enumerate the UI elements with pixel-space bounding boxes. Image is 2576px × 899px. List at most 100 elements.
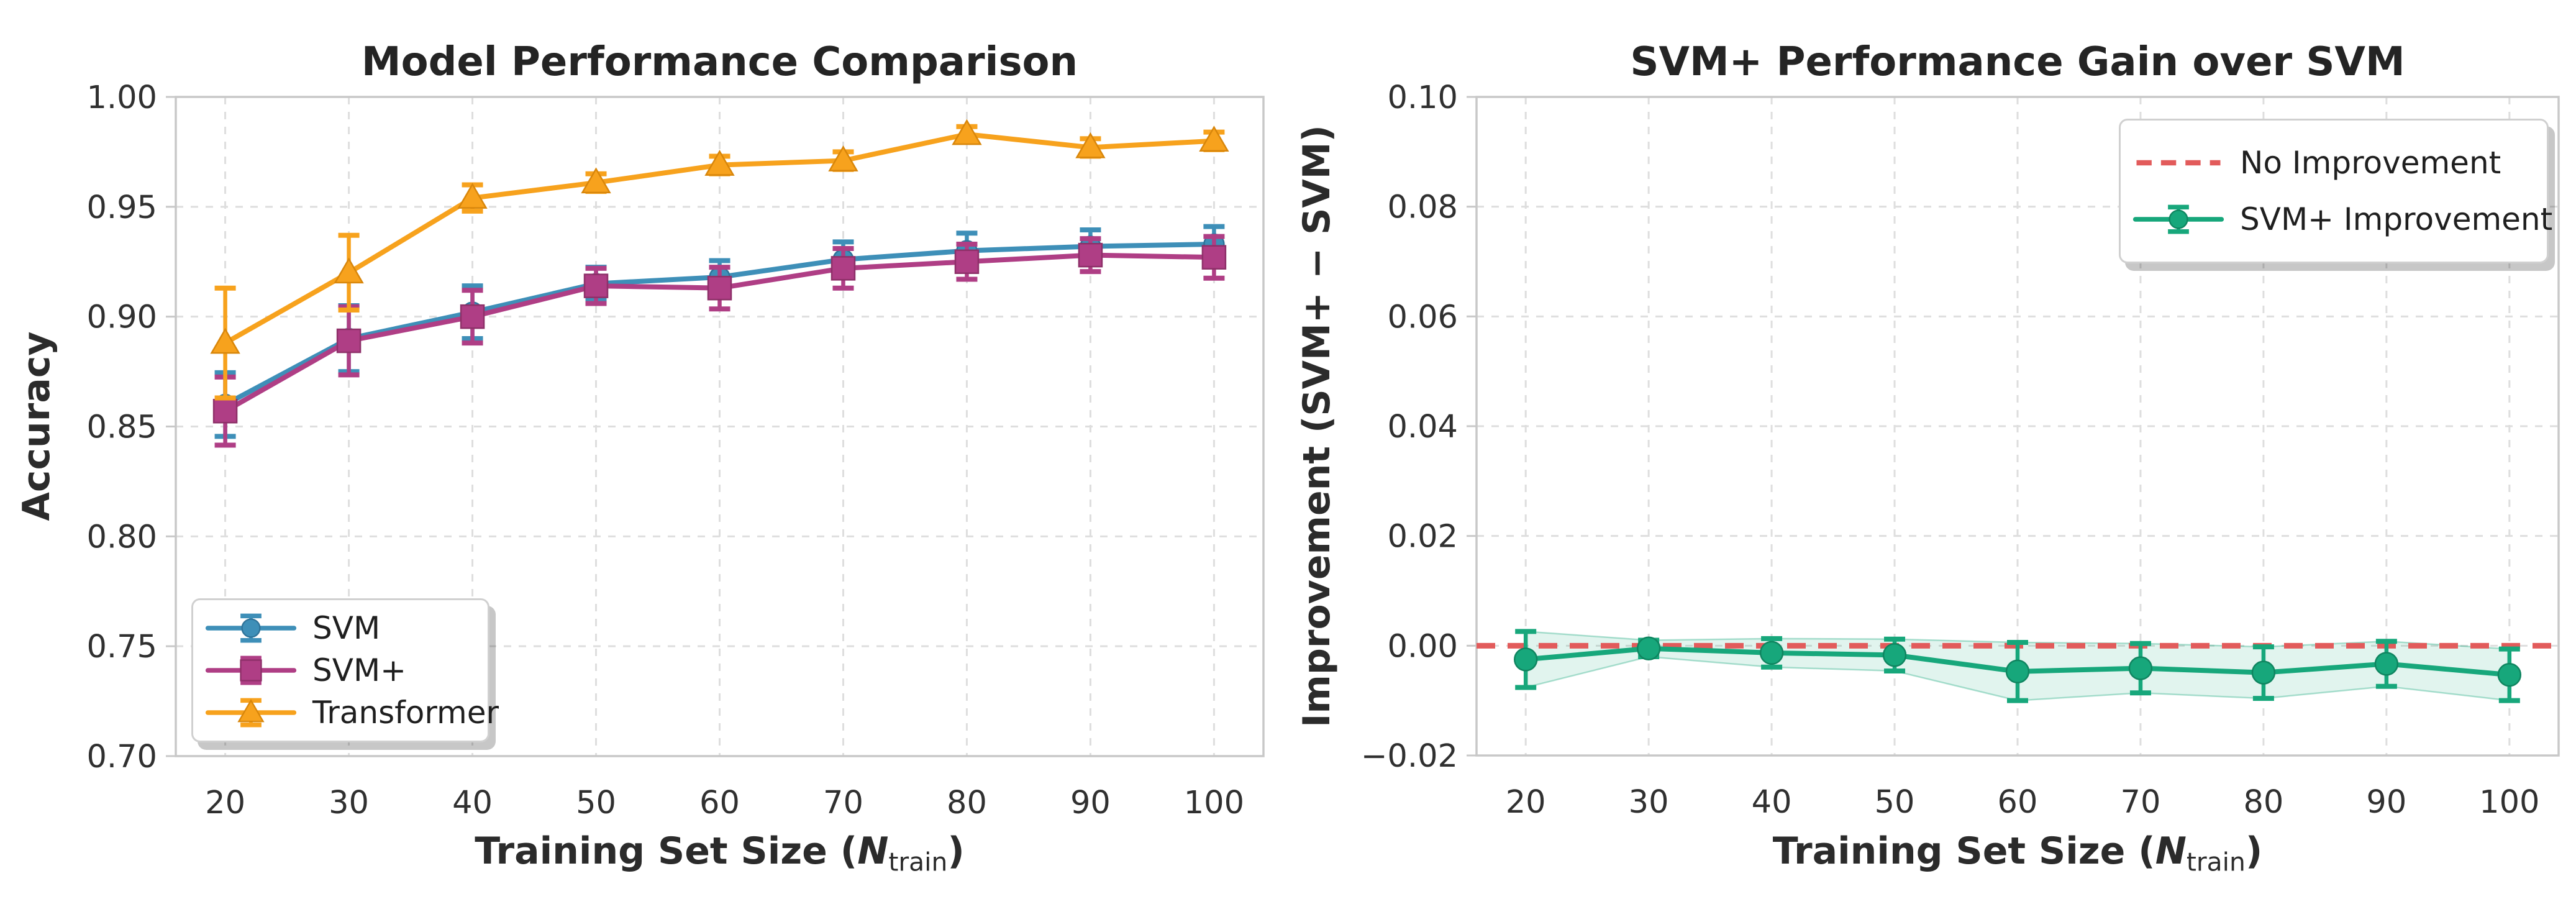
x-tick-label: 100 — [1184, 785, 1244, 821]
data-point-marker — [2497, 662, 2522, 687]
data-point-marker — [1759, 641, 1784, 665]
legend-label-svm: SVM — [312, 610, 381, 646]
right-chart-panel: −0.02 0.00 0.02 0.04 0.06 0.08 0.10 20 30 40 50 60 7… — [1288, 0, 2576, 899]
data-point-marker — [2128, 656, 2153, 680]
y-tick-label: 0.08 — [1387, 189, 1458, 226]
data-point-marker — [1199, 125, 1229, 152]
right-y-axis-label: Improvement (SVM+ − SVM) — [1295, 125, 1339, 728]
x-tick-label: 20 — [205, 785, 245, 821]
data-point-marker — [828, 145, 858, 171]
x-tick-label: 50 — [576, 785, 616, 821]
data-point-marker — [952, 119, 982, 145]
y-tick-label: 0.85 — [86, 409, 157, 446]
x-label-suffix: ) — [947, 829, 965, 873]
x-tick-label: 40 — [1752, 784, 1792, 821]
data-point-marker — [1078, 242, 1103, 268]
x-tick-label: 30 — [1629, 784, 1669, 821]
x-label-subscript: train — [888, 847, 948, 877]
legend-item-svm-plus-improvement: SVM+ Improvement — [2132, 200, 2552, 239]
data-point-marker — [210, 327, 240, 354]
data-point-marker — [336, 328, 362, 354]
y-tick-label: 0.90 — [86, 299, 157, 336]
x-tick-label: 20 — [1506, 784, 1546, 821]
legend-item-transformer: Transformer — [204, 693, 499, 732]
right-chart-title: SVM+ Performance Gain over SVM — [1630, 39, 2405, 85]
legend-label-svm-plus-improvement: SVM+ Improvement — [2240, 201, 2553, 237]
data-point-marker — [2374, 652, 2399, 676]
left-legend: SVM SVM+ Transformer — [191, 598, 499, 742]
x-label-suffix: ) — [2245, 829, 2263, 873]
x-tick-label: 70 — [823, 785, 863, 821]
data-point-marker — [212, 398, 238, 424]
right-x-axis-label: Training Set Size (Ntrain) — [1477, 829, 2559, 877]
y-tick-label: 0.04 — [1387, 409, 1458, 445]
legend-item-svm: SVM — [204, 609, 476, 647]
left-y-axis-label: Accuracy — [15, 331, 58, 521]
legend-label-no-improvement: No Improvement — [2240, 145, 2501, 181]
y-tick-label: 0.00 — [1387, 628, 1458, 665]
data-point-marker — [704, 150, 735, 176]
plot-frame — [1475, 96, 2560, 757]
left-plot-area: 0.70 0.75 0.80 0.85 0.90 0.95 1.00 20 30 40 50 60 70… — [86, 80, 1265, 821]
left-chart-panel: 0.70 0.75 0.80 0.85 0.90 0.95 1.00 20 30 40 50 60 70… — [15, 39, 1265, 877]
x-label-text: Training Set Size ( — [1772, 829, 2155, 873]
x-tick-label: 90 — [2366, 784, 2406, 821]
legend-label-svm-plus: SVM+ — [312, 652, 406, 688]
svm-legend-marker-icon — [205, 613, 297, 643]
data-point-marker — [237, 699, 265, 723]
data-point-marker — [954, 249, 980, 274]
data-point-marker — [334, 257, 364, 284]
x-tick-label: 80 — [947, 785, 987, 821]
legend-item-svm-plus: SVM+ — [204, 651, 476, 690]
y-tick-label: 0.06 — [1387, 299, 1458, 335]
data-point-marker — [707, 275, 732, 301]
svm-plus-legend-marker-icon — [205, 655, 297, 685]
x-tick-label: 80 — [2243, 784, 2283, 821]
x-label-text: Training Set Size ( — [475, 829, 858, 873]
data-point-marker — [1513, 647, 1538, 672]
x-label-variable: N — [2155, 829, 2187, 873]
data-point-marker — [583, 273, 609, 298]
y-tick-label: 0.02 — [1387, 519, 1458, 555]
data-point-marker — [241, 618, 261, 638]
x-tick-label: 100 — [2479, 784, 2539, 821]
y-tick-label: 1.00 — [86, 80, 157, 116]
left-chart-title: Model Performance Comparison — [361, 39, 1078, 85]
y-tick-label: 0.70 — [86, 739, 157, 775]
svm-plus-improvement-legend-marker-icon — [2132, 204, 2224, 234]
plot-frame — [175, 96, 1265, 757]
data-point-marker — [1201, 245, 1227, 270]
y-tick-label: 0.80 — [86, 519, 157, 555]
x-tick-label: 50 — [1875, 784, 1915, 821]
x-tick-label: 70 — [2121, 784, 2161, 821]
left-x-axis-label: Training Set Size (Ntrain) — [176, 829, 1263, 877]
data-point-marker — [581, 167, 611, 194]
transformer-legend-marker-icon — [205, 698, 297, 728]
x-tick-label: 60 — [1998, 784, 2038, 821]
data-point-marker — [2005, 659, 2030, 684]
data-point-marker — [1636, 636, 1661, 660]
right-legend: No Improvement SVM+ Improvement — [2119, 119, 2552, 263]
data-point-marker — [2251, 660, 2276, 685]
data-point-marker — [240, 659, 262, 682]
y-tick-label: −0.02 — [1361, 738, 1458, 775]
legend-item-no-improvement: No Improvement — [2132, 144, 2536, 182]
y-tick-label: 0.75 — [86, 629, 157, 665]
y-tick-label: 0.10 — [1387, 80, 1458, 116]
legend-label-transformer: Transformer — [312, 695, 499, 731]
data-point-marker — [2169, 209, 2188, 229]
data-point-marker — [1882, 643, 1907, 667]
x-label-variable: N — [857, 829, 889, 873]
no-improvement-dashed-line-icon — [2136, 160, 2221, 166]
data-point-marker — [457, 183, 488, 209]
x-tick-label: 60 — [699, 785, 740, 821]
data-point-marker — [460, 304, 485, 329]
x-tick-label: 40 — [452, 785, 493, 821]
data-point-marker — [831, 256, 856, 281]
y-tick-label: 0.95 — [86, 189, 157, 226]
x-tick-label: 90 — [1070, 785, 1111, 821]
x-label-subscript: train — [2186, 847, 2246, 877]
x-tick-label: 30 — [329, 785, 369, 821]
data-point-marker — [1075, 132, 1106, 158]
